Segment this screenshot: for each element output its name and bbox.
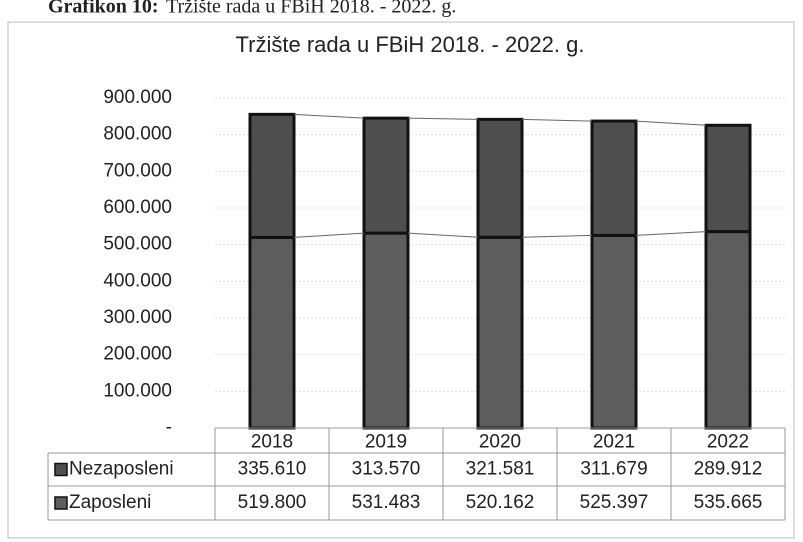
series-line bbox=[635, 231, 707, 236]
y-tick-label: 300.000 bbox=[103, 307, 172, 328]
y-tick-label: 400.000 bbox=[103, 270, 172, 291]
bar-segment bbox=[476, 117, 524, 239]
y-tick-label: 900.000 bbox=[103, 87, 172, 108]
series-line bbox=[293, 232, 365, 238]
x-tick-label: 2022 bbox=[707, 432, 749, 453]
x-tick-label: 2019 bbox=[365, 432, 407, 453]
y-tick-label: - bbox=[166, 417, 172, 438]
legend-swatch bbox=[54, 496, 68, 510]
data-table-value: 335.610 bbox=[238, 459, 307, 480]
series-line bbox=[407, 117, 479, 120]
bar-segment bbox=[704, 123, 752, 234]
data-table-value: 311.679 bbox=[580, 459, 647, 480]
series-line bbox=[407, 232, 479, 238]
series-line bbox=[521, 118, 593, 122]
chart-border bbox=[7, 21, 795, 539]
bar-segment bbox=[248, 112, 296, 239]
bar-segment bbox=[590, 233, 638, 430]
y-tick-label: 600.000 bbox=[103, 197, 172, 218]
y-tick-label: 800.000 bbox=[103, 124, 172, 145]
y-tick-label: 500.000 bbox=[103, 234, 172, 255]
bar-segment bbox=[476, 235, 524, 430]
y-tick-label: 200.000 bbox=[103, 344, 172, 365]
legend-swatch bbox=[54, 462, 68, 477]
series-line bbox=[521, 234, 593, 238]
x-tick-label: 2021 bbox=[593, 432, 635, 453]
x-tick-label: 2020 bbox=[479, 432, 521, 453]
x-tick-label: 2018 bbox=[251, 432, 293, 453]
bar-segment bbox=[248, 235, 296, 430]
data-table-value: 535.665 bbox=[694, 492, 763, 513]
data-table-value: 321.581 bbox=[466, 459, 535, 480]
series-line bbox=[293, 113, 365, 119]
data-table-value: 525.397 bbox=[580, 492, 649, 513]
bar-segment bbox=[362, 231, 410, 430]
bar-segment bbox=[704, 230, 752, 430]
caption-text: Tržište rada u FBiH 2018. - 2022. g. bbox=[166, 0, 456, 18]
y-tick-label: 100.000 bbox=[103, 380, 172, 401]
caption-label: Grafikon 10: bbox=[48, 0, 159, 18]
bar-segment bbox=[590, 119, 638, 237]
series-line bbox=[635, 120, 707, 126]
legend-label: Nezaposleni bbox=[69, 459, 174, 480]
data-table-value: 289.912 bbox=[694, 459, 763, 480]
data-table-value: 531.483 bbox=[352, 492, 421, 513]
bar-segment bbox=[362, 116, 410, 235]
y-tick-label: 700.000 bbox=[103, 160, 172, 181]
data-table-value: 313.570 bbox=[352, 459, 421, 480]
legend-label: Zaposleni bbox=[69, 492, 151, 513]
data-table-value: 520.162 bbox=[466, 492, 535, 513]
data-table-value: 519.800 bbox=[238, 492, 307, 513]
chart-title: Tržište rada u FBiH 2018. - 2022. g. bbox=[236, 32, 585, 57]
